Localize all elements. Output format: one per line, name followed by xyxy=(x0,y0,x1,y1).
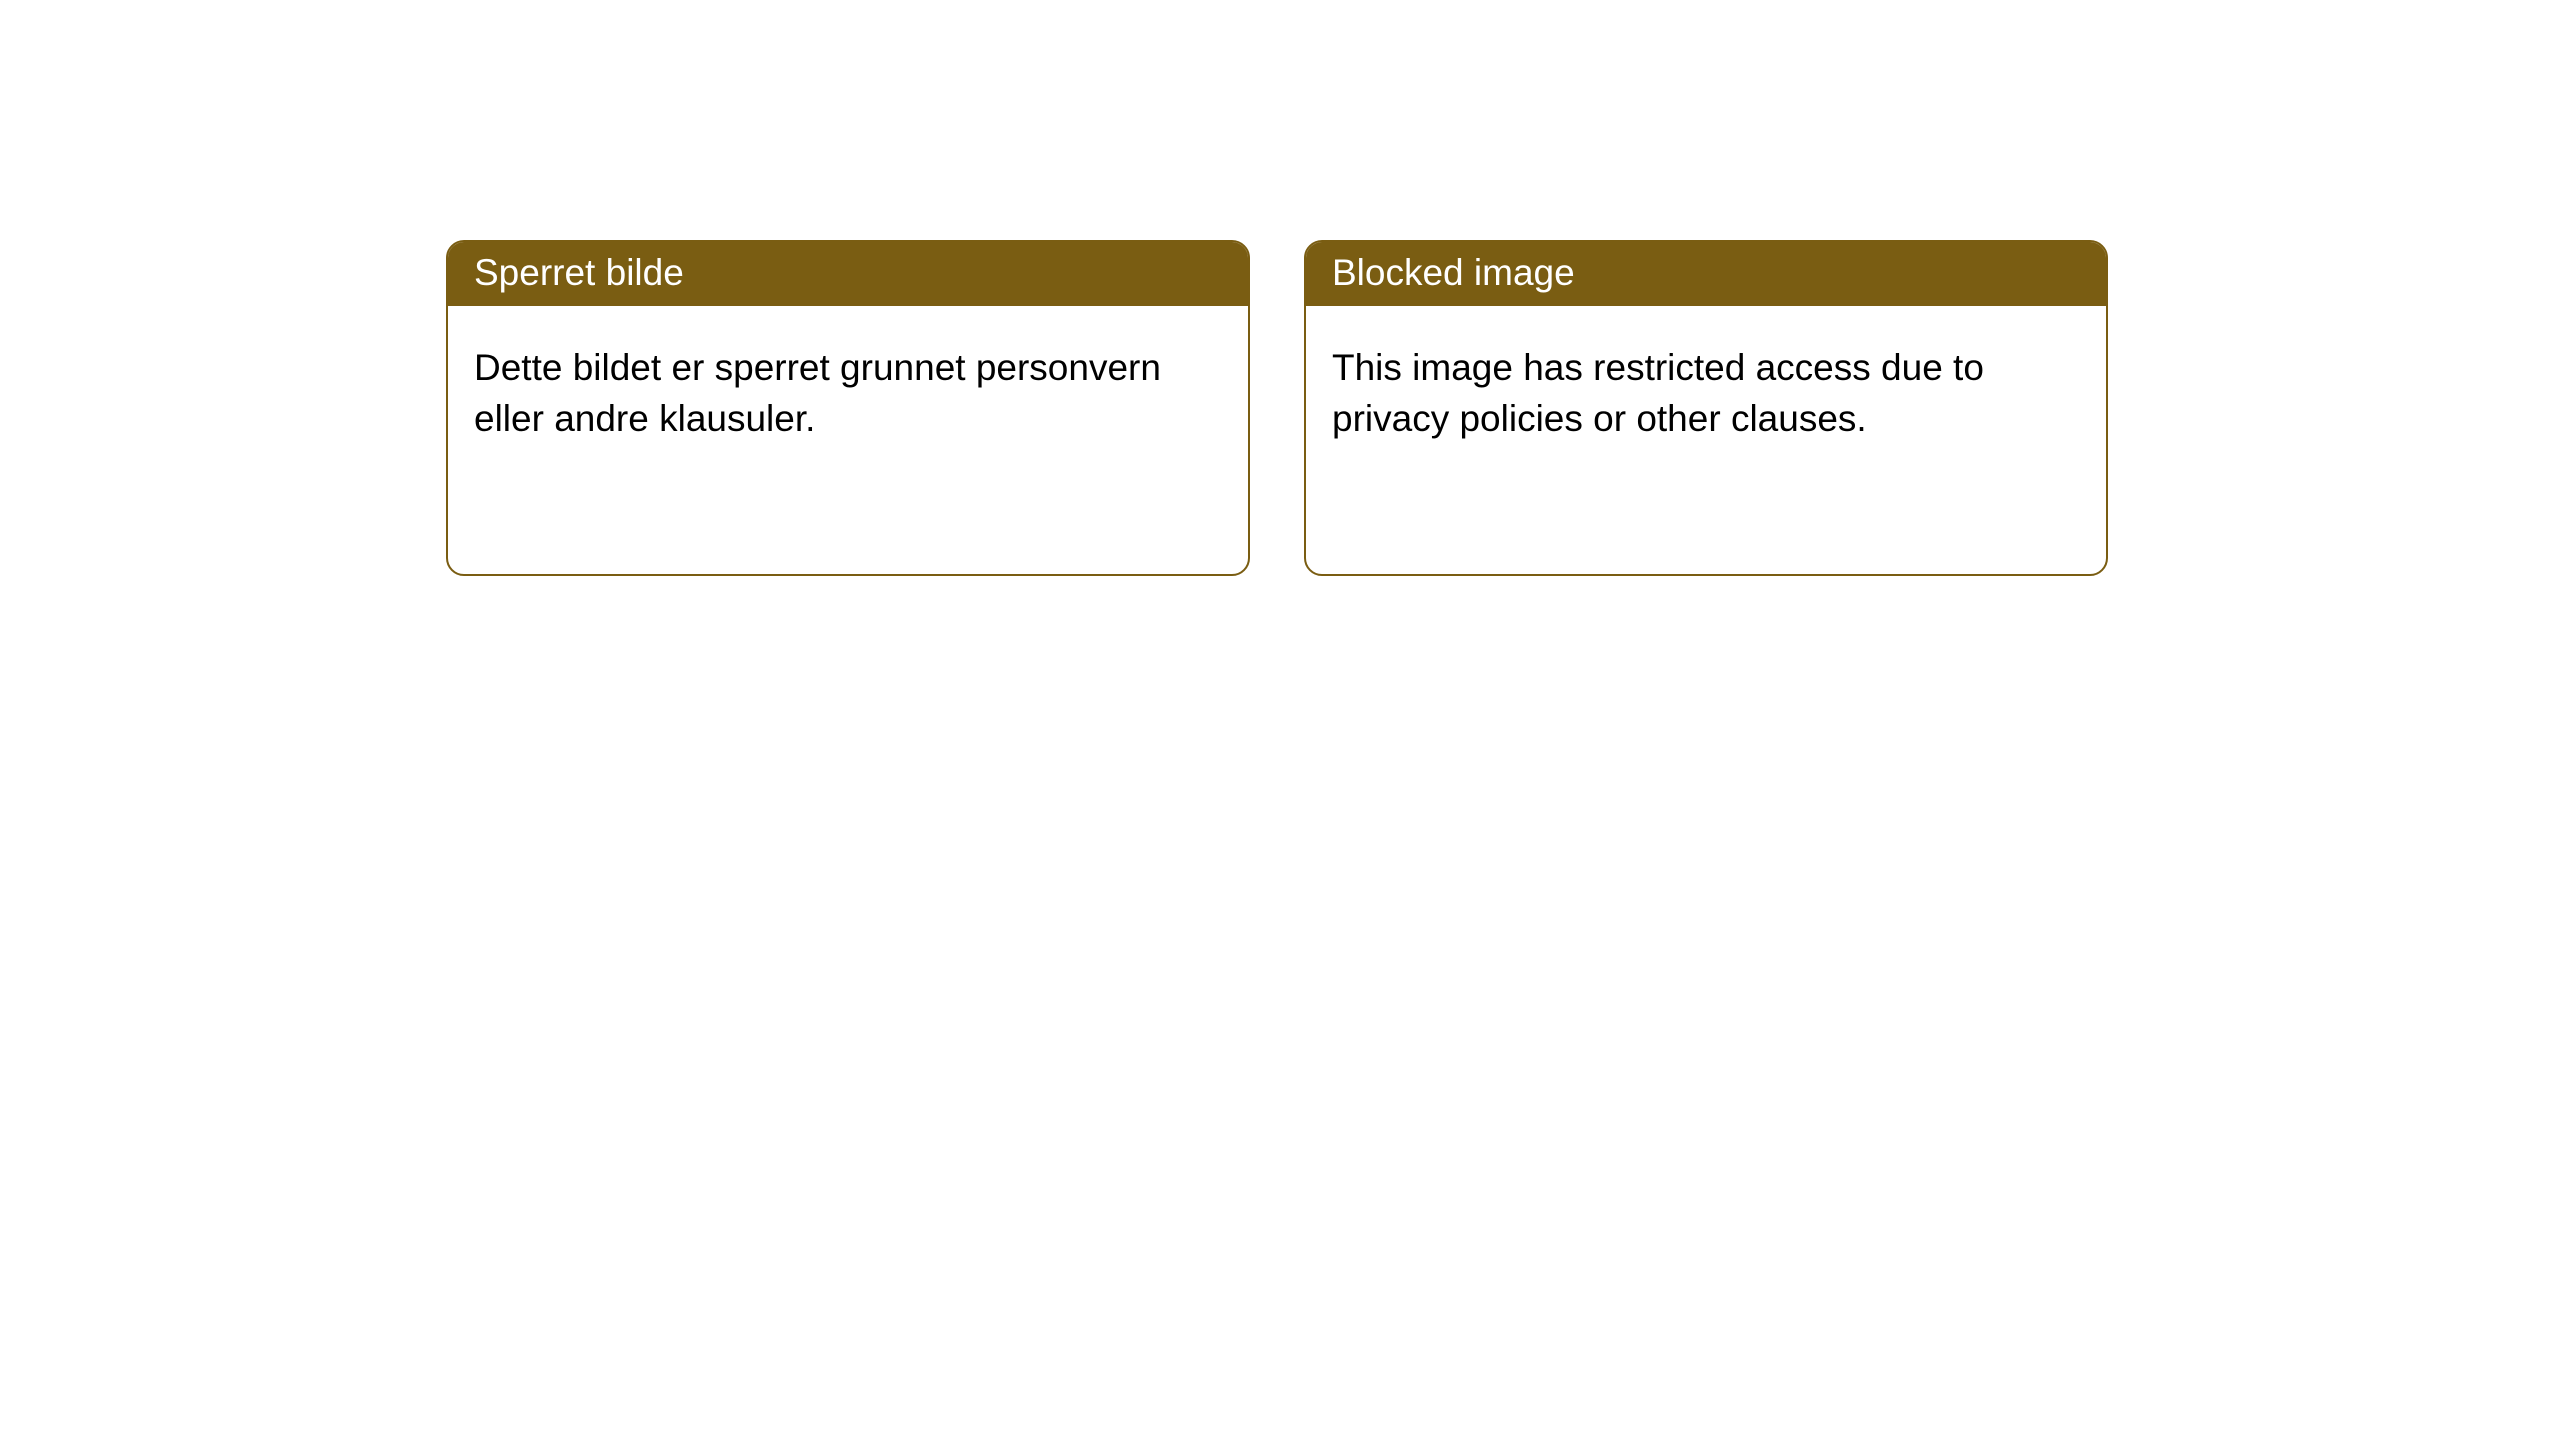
notice-text: Dette bildet er sperret grunnet personve… xyxy=(474,347,1161,439)
notice-text: This image has restricted access due to … xyxy=(1332,347,1984,439)
notice-body: Dette bildet er sperret grunnet personve… xyxy=(448,306,1248,470)
notice-card-english: Blocked image This image has restricted … xyxy=(1304,240,2108,576)
notice-body: This image has restricted access due to … xyxy=(1306,306,2106,470)
notice-title: Sperret bilde xyxy=(474,252,684,293)
notice-header: Sperret bilde xyxy=(448,242,1248,306)
notice-title: Blocked image xyxy=(1332,252,1575,293)
notice-header: Blocked image xyxy=(1306,242,2106,306)
notice-container: Sperret bilde Dette bildet er sperret gr… xyxy=(0,0,2560,576)
notice-card-norwegian: Sperret bilde Dette bildet er sperret gr… xyxy=(446,240,1250,576)
